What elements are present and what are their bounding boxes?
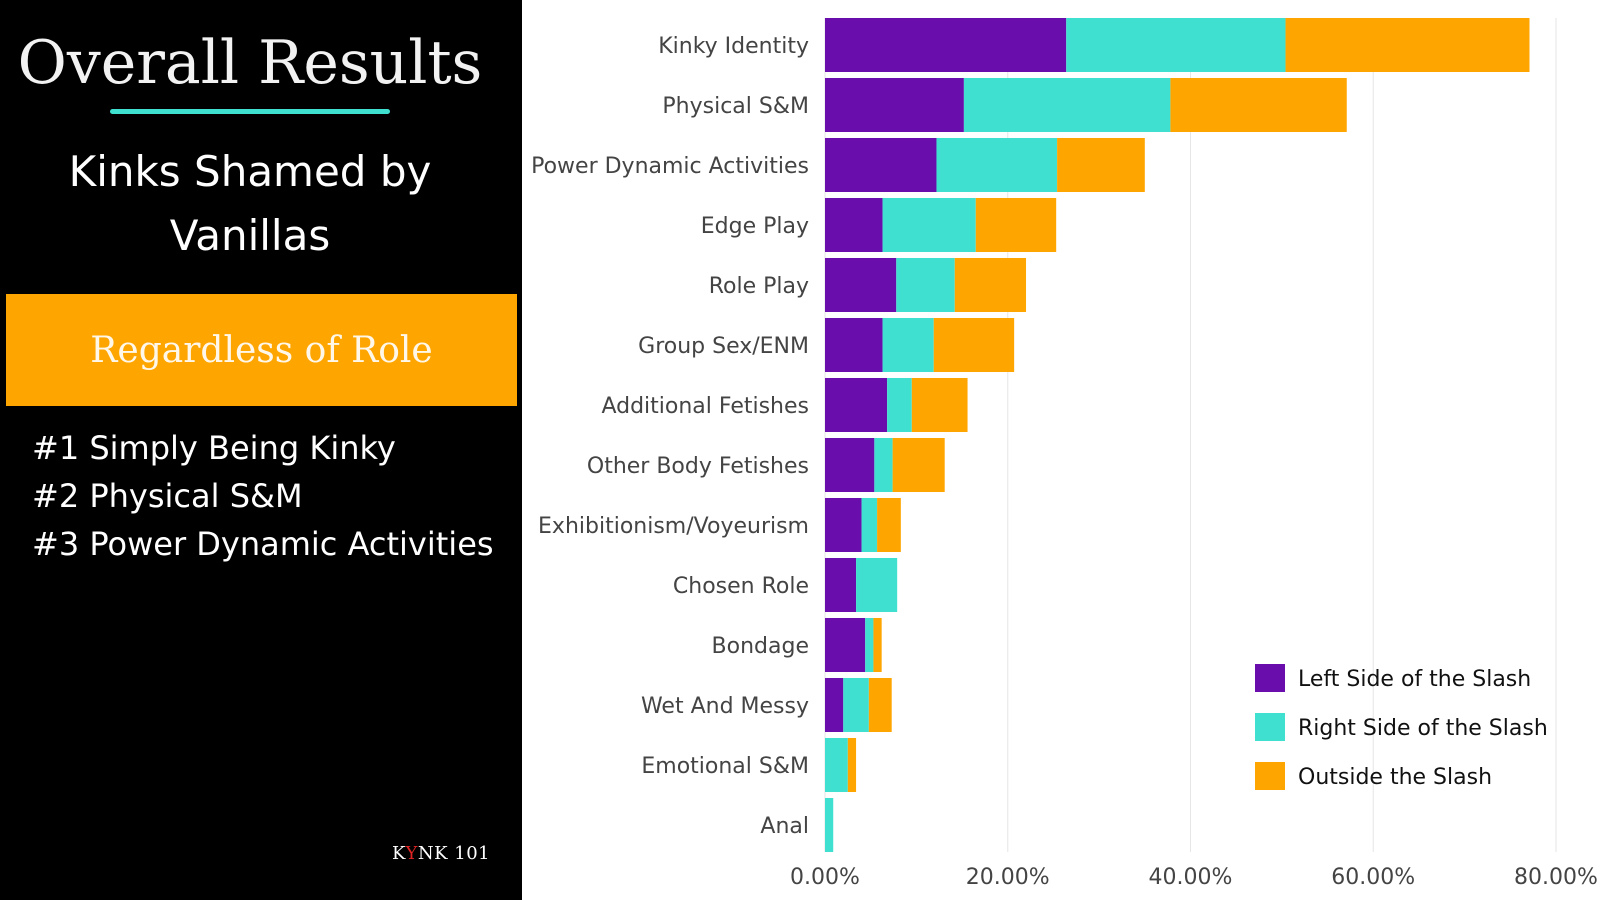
bars-layer (825, 18, 1530, 852)
ranking-item: #3 Power Dynamic Activities (32, 525, 494, 563)
bar-segment (825, 318, 883, 372)
bar-segment (868, 678, 892, 732)
bar-segment (825, 378, 888, 432)
bar-segment (896, 258, 955, 312)
bar-segment (882, 198, 976, 252)
brand-text-end: NK 101 (417, 843, 491, 864)
bar-segment (825, 198, 883, 252)
x-tick-label: 60.00% (1331, 865, 1415, 890)
bar-segment (825, 18, 1067, 72)
bar-segment (933, 318, 1015, 372)
legend-label: Left Side of the Slash (1298, 667, 1531, 692)
rankings-list: #1 Simply Being Kinky #2 Physical S&M #3… (32, 424, 494, 568)
bar-segment (911, 378, 968, 432)
bar-segment (825, 258, 897, 312)
legend-label: Outside the Slash (1298, 765, 1492, 790)
bar-segment (963, 78, 1171, 132)
bar-segment (825, 498, 862, 552)
bar-segment (825, 798, 834, 852)
bar-segment (877, 498, 901, 552)
brand-text-start: K (392, 843, 406, 864)
category-label: Additional Fetishes (601, 394, 809, 419)
bar-segment (892, 438, 945, 492)
bar-segment (1285, 18, 1530, 72)
bar-segment (847, 738, 857, 792)
bar-segment (1066, 18, 1286, 72)
category-label: Kinky Identity (658, 34, 809, 59)
category-label: Chosen Role (673, 574, 809, 599)
x-tick-label: 80.00% (1514, 865, 1598, 890)
bar-segment (954, 258, 1027, 312)
category-label: Power Dynamic Activities (531, 154, 809, 179)
bar-segment (825, 138, 937, 192)
brand-logo: KYNK 101 (392, 843, 490, 864)
x-axis-ticks: 0.00% 20.00% 40.00% 60.00% 80.00% (790, 865, 1598, 890)
x-tick-label: 40.00% (1149, 865, 1233, 890)
category-label: Physical S&M (662, 94, 809, 119)
bar-segment (882, 318, 934, 372)
left-panel: Overall Results Kinks Shamed by Vanillas… (0, 0, 522, 900)
bar-segment (825, 438, 875, 492)
category-label: Group Sex/ENM (638, 334, 809, 359)
bar-segment (861, 498, 878, 552)
legend: Left Side of the Slash Right Side of the … (1255, 664, 1548, 790)
bar-segment (874, 438, 893, 492)
bar-segment (825, 618, 866, 672)
category-label: Wet And Messy (641, 694, 809, 719)
bar-segment (1057, 138, 1145, 192)
category-label: Other Body Fetishes (587, 454, 809, 479)
bar-segment (873, 618, 882, 672)
chart-area: Kinky Identity Physical S&M Power Dynamic … (522, 0, 1600, 900)
category-label: Bondage (712, 634, 809, 659)
bar-segment (975, 198, 1057, 252)
category-label: Emotional S&M (641, 754, 809, 779)
ranking-item: #2 Physical S&M (32, 477, 303, 515)
ranking-item: #1 Simply Being Kinky (32, 429, 396, 467)
bar-segment (825, 78, 964, 132)
bar-segment (887, 378, 912, 432)
bar-segment (825, 738, 848, 792)
legend-swatch (1255, 762, 1285, 790)
bar-segment (856, 558, 898, 612)
category-label: Edge Play (701, 214, 809, 239)
brand-text-accent: Y (405, 843, 418, 864)
category-labels: Kinky Identity Physical S&M Power Dynamic … (531, 34, 809, 839)
subtitle: Kinks Shamed by Vanillas (68, 147, 432, 260)
bar-segment (825, 678, 844, 732)
banner-text: Regardless of Role (90, 329, 433, 371)
page-title: Overall Results (17, 28, 483, 98)
category-label: Role Play (709, 274, 809, 299)
title-underline (110, 109, 390, 114)
legend-swatch (1255, 664, 1285, 692)
stacked-bar-chart: Kinky Identity Physical S&M Power Dynamic … (531, 18, 1598, 890)
bar-segment (825, 558, 857, 612)
category-label: Anal (760, 814, 809, 839)
x-tick-label: 0.00% (790, 865, 860, 890)
bar-segment (1170, 78, 1347, 132)
bar-segment (865, 618, 874, 672)
bar-segment (843, 678, 869, 732)
legend-label: Right Side of the Slash (1298, 716, 1548, 741)
legend-swatch (1255, 713, 1285, 741)
x-tick-label: 20.00% (966, 865, 1050, 890)
role-banner: Regardless of Role (6, 294, 517, 406)
bar-segment (936, 138, 1058, 192)
category-label: Exhibitionism/Voyeurism (538, 514, 809, 539)
